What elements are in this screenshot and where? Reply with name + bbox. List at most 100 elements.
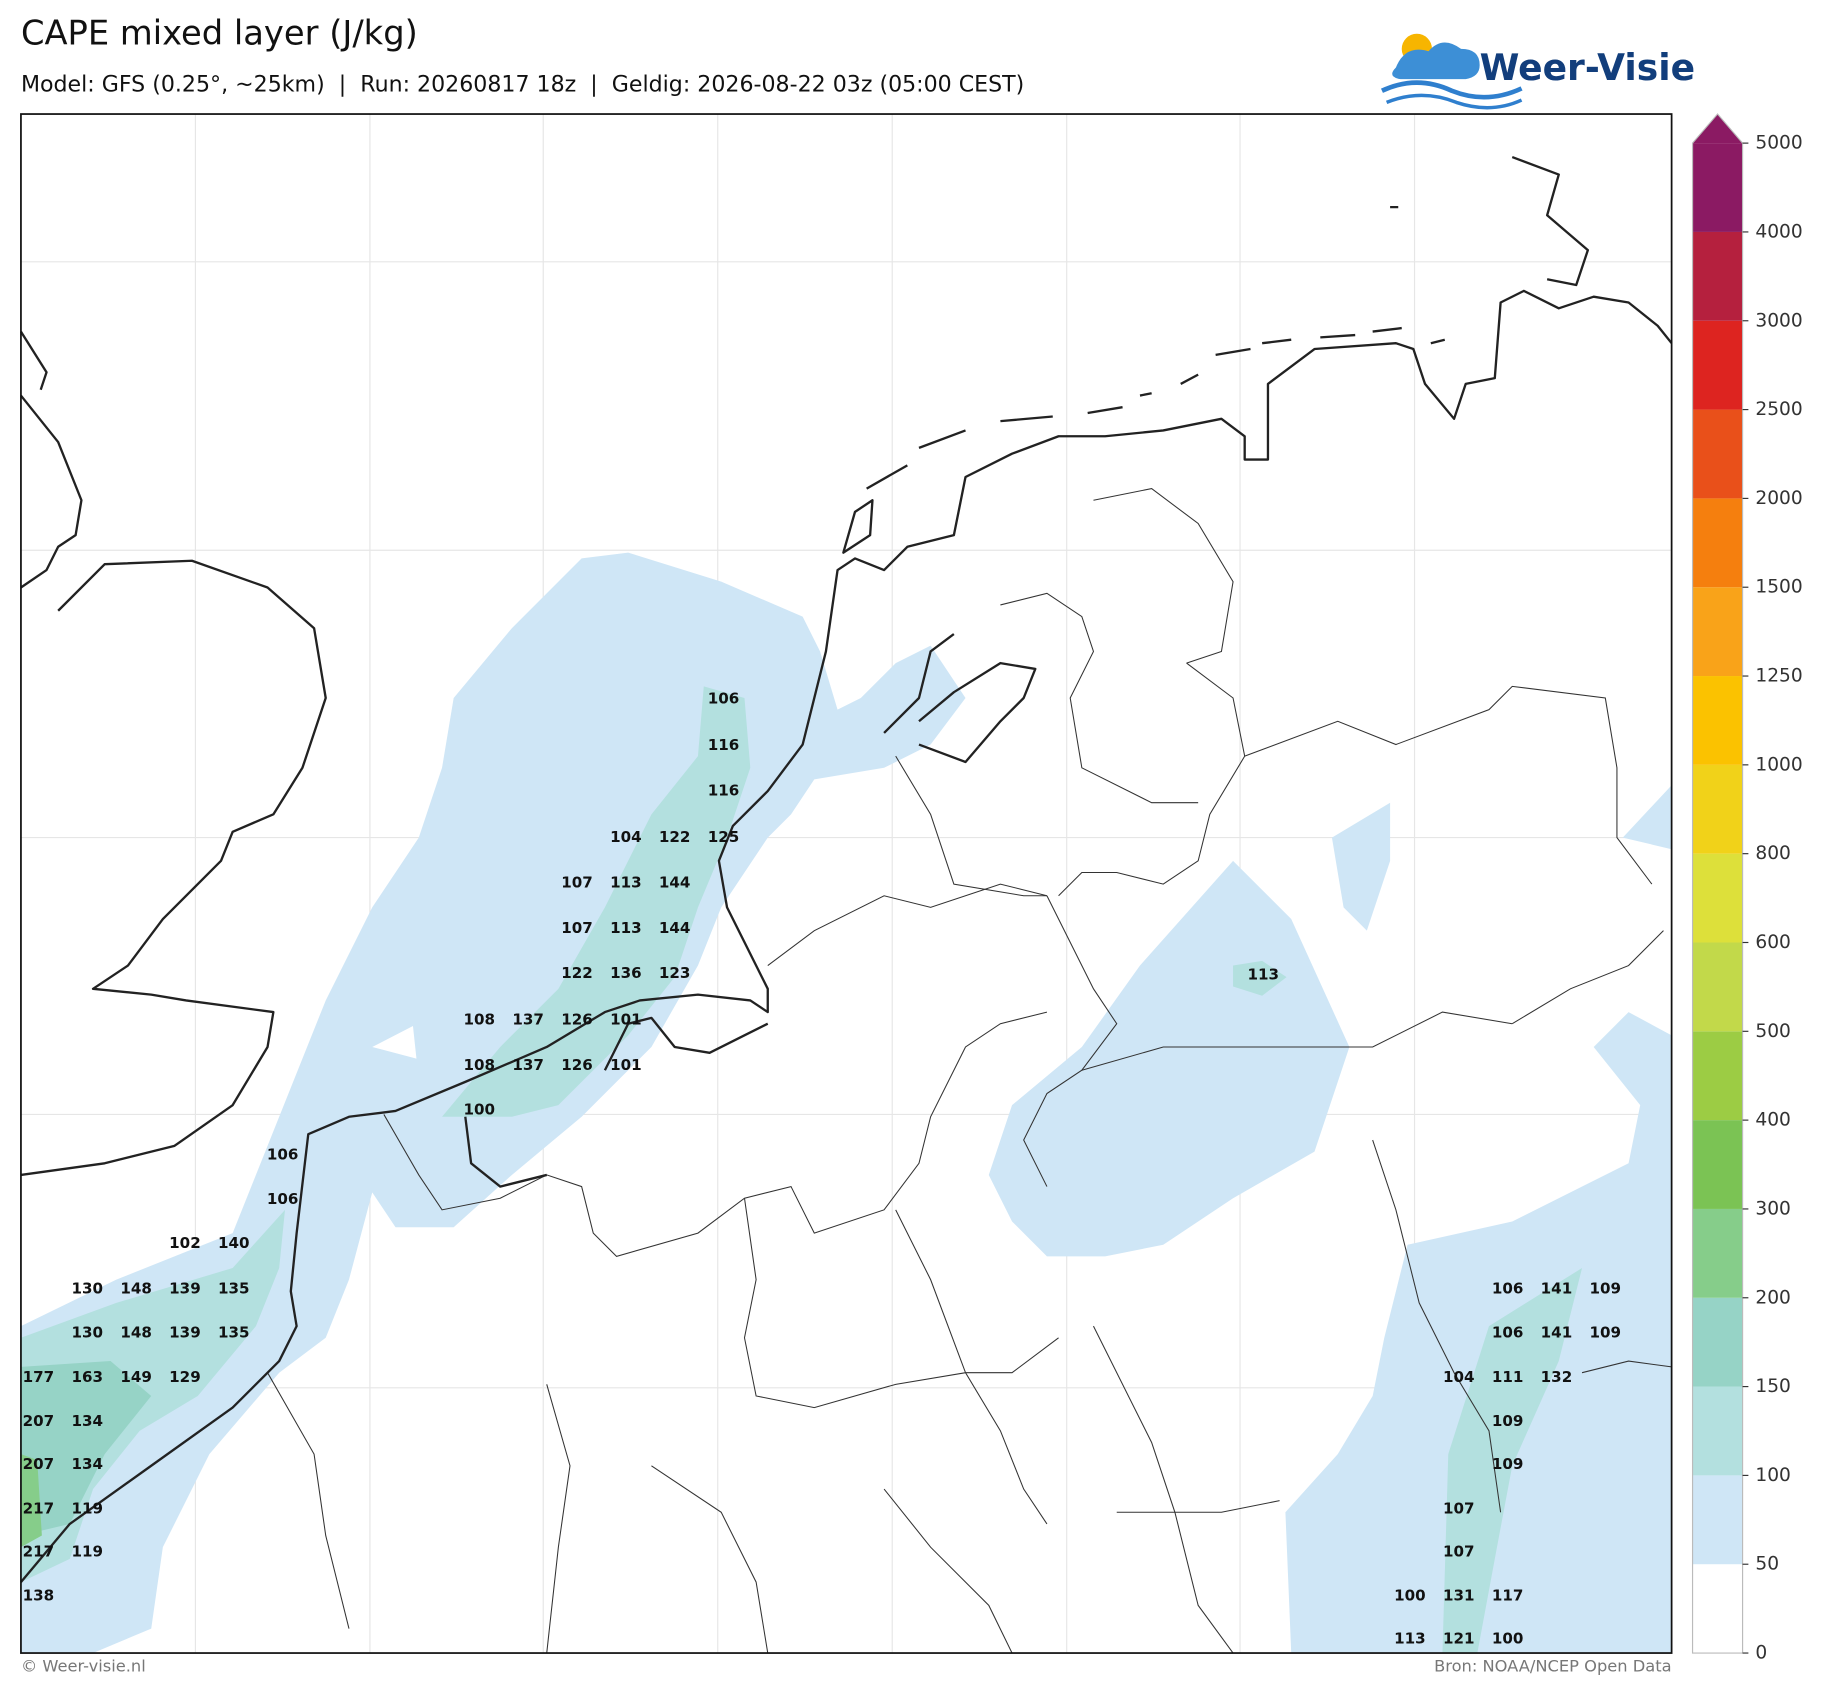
- colorbar-bin: [1692, 587, 1743, 677]
- colorbar-label: 4000: [1755, 221, 1802, 242]
- colorbar-label: 3000: [1755, 310, 1802, 331]
- colorbar-label: 300: [1755, 1198, 1791, 1219]
- cape-value: 137: [512, 1011, 544, 1029]
- colorbar-bin: [1692, 320, 1743, 410]
- cape-value: 101: [610, 1056, 642, 1074]
- colorbar-label: 1250: [1755, 666, 1802, 687]
- colorbar-outline: [1691, 113, 1744, 1654]
- cape-value: 129: [169, 1368, 201, 1386]
- cape-value: 140: [218, 1234, 250, 1252]
- cape-value: 106: [1492, 1279, 1524, 1297]
- cape-value: 207: [23, 1412, 55, 1430]
- cape-fill: [20, 552, 1672, 1654]
- colorbar: 0 50 100 150 200 300 400 500 600 800 1000 1250 1500 2…: [1691, 113, 1803, 1664]
- colorbar-label: 2500: [1755, 399, 1802, 420]
- cape-value: 100: [1492, 1630, 1524, 1648]
- cape-value: 116: [708, 782, 740, 800]
- colorbar-bin: [1692, 1297, 1743, 1387]
- cape-value: 149: [120, 1368, 152, 1386]
- cape-value: 107: [561, 919, 593, 937]
- cape-value: 102: [169, 1234, 201, 1252]
- colorbar-extension: [1692, 114, 1743, 144]
- colorbar-bin: [1692, 942, 1743, 1032]
- colorbar-bin: [1692, 676, 1743, 765]
- subtitle: Model: GFS (0.25°, ~25km) | Run: 2026081…: [21, 71, 1024, 97]
- cape-value: 139: [169, 1324, 201, 1342]
- cape-value: 109: [1492, 1455, 1524, 1473]
- colorbar-label: 800: [1755, 843, 1791, 864]
- cape-value: 126: [561, 1011, 593, 1029]
- colorbar-label: 1000: [1755, 754, 1802, 775]
- cape-value: 217: [23, 1542, 55, 1560]
- colorbar-label: 500: [1755, 1021, 1791, 1042]
- cape-value: 109: [1590, 1279, 1622, 1297]
- coastline: [19, 155, 1673, 1583]
- cape-value: 132: [1541, 1368, 1573, 1386]
- cape-value: 108: [463, 1056, 495, 1074]
- footer-left: © Weer-visie.nl: [21, 1657, 146, 1676]
- cape-value: 117: [1492, 1587, 1524, 1605]
- cape-value: 139: [169, 1279, 201, 1297]
- cape-value: 207: [23, 1455, 55, 1473]
- cape-value: 119: [71, 1542, 103, 1560]
- colorbar-bin: [1692, 1475, 1743, 1565]
- colorbar-label: 200: [1755, 1287, 1791, 1308]
- cape-value: 121: [1443, 1630, 1475, 1648]
- cape-value: 106: [267, 1146, 299, 1164]
- colorbar-bin: [1692, 853, 1743, 943]
- colorbar-bin: [1692, 1386, 1743, 1476]
- colorbar-label: 2000: [1755, 488, 1802, 509]
- cape-value: 104: [610, 828, 642, 846]
- cape-value: 136: [610, 964, 642, 982]
- cape-value: 141: [1541, 1279, 1573, 1297]
- cape-value: 104: [1443, 1368, 1475, 1386]
- cape-value: 107: [1443, 1499, 1475, 1517]
- cape-value: 134: [71, 1412, 103, 1430]
- cape-value: 131: [1443, 1587, 1475, 1605]
- cape-value: 109: [1590, 1324, 1622, 1342]
- title: CAPE mixed layer (J/kg): [21, 13, 418, 52]
- map: 106 116 116 104 122 125 107 113 144 107 113 144 122 1…: [19, 113, 1673, 1654]
- cape-value: 113: [1248, 965, 1280, 983]
- cape-value: 106: [708, 690, 740, 708]
- colorbar-bin: [1692, 1208, 1743, 1298]
- cape-value: 107: [561, 873, 593, 891]
- cape-value: 116: [708, 736, 740, 754]
- colorbar-label: 1500: [1755, 577, 1802, 598]
- cape-value: 130: [71, 1324, 103, 1342]
- cape-value: 122: [561, 964, 593, 982]
- cape-value: 100: [463, 1100, 495, 1118]
- cape-value: 113: [610, 873, 642, 891]
- cape-value: 125: [708, 828, 740, 846]
- cape-value: 135: [218, 1279, 250, 1297]
- colorbar-bin: [1692, 764, 1743, 854]
- cape-value: 144: [659, 919, 691, 937]
- cape-value: 177: [23, 1368, 55, 1386]
- colorbar-bin: [1692, 1120, 1743, 1209]
- colorbar-bin: [1692, 409, 1743, 499]
- colorbar-bin: [1692, 498, 1743, 588]
- cape-value: 144: [659, 873, 691, 891]
- footer-right: Bron: NOAA/NCEP Open Data: [1434, 1657, 1672, 1676]
- borders: [267, 488, 1672, 1654]
- cape-value: 122: [659, 828, 691, 846]
- cape-value: 106: [1492, 1324, 1524, 1342]
- cape-value: 113: [610, 919, 642, 937]
- colorbar-bin: [1692, 143, 1743, 232]
- cape-value: 130: [71, 1279, 103, 1297]
- cape-value: 135: [218, 1324, 250, 1342]
- cape-value: 217: [23, 1499, 55, 1517]
- colorbar-label: 100: [1755, 1465, 1791, 1486]
- logo-text: Weer-Visie: [1480, 47, 1695, 89]
- cape-value: 100: [1394, 1587, 1426, 1605]
- cape-value: 108: [463, 1011, 495, 1029]
- colorbar-label: 400: [1755, 1110, 1791, 1131]
- cape-value: 126: [561, 1056, 593, 1074]
- colorbar-label: 5000: [1755, 133, 1802, 154]
- cape-value: 134: [71, 1455, 103, 1473]
- cape-value: 113: [1394, 1630, 1426, 1648]
- colorbar-bin: [1692, 231, 1743, 321]
- colorbar-label: 600: [1755, 932, 1791, 953]
